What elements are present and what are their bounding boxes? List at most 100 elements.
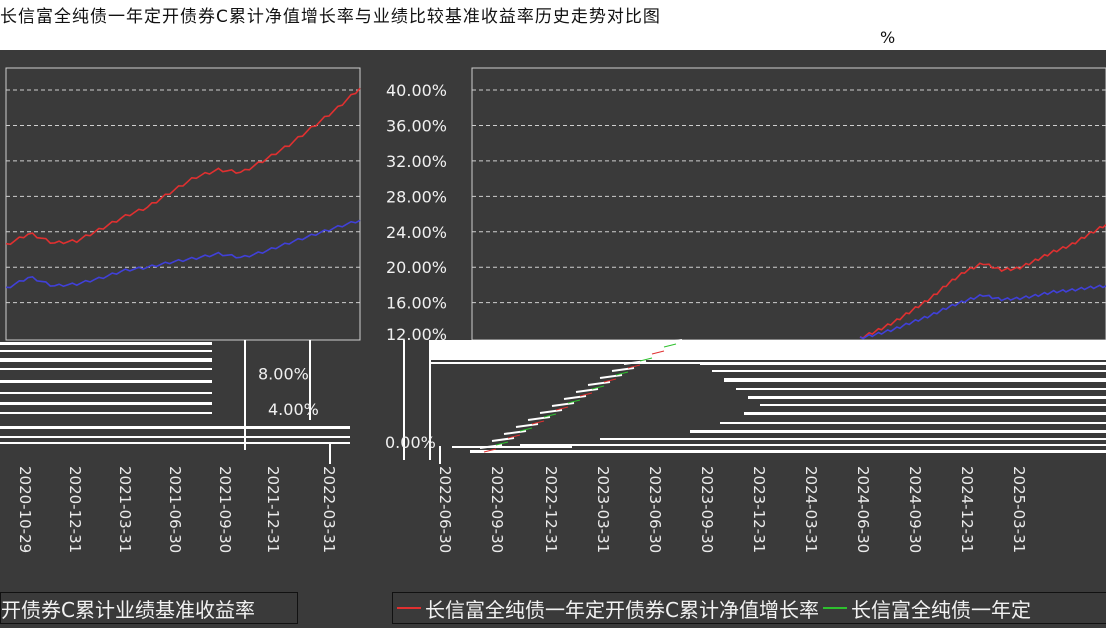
x-tick-label: 2024-12-31 bbox=[958, 466, 976, 553]
series-line-blue-left bbox=[5, 219, 361, 289]
glitch-fragment bbox=[503, 430, 527, 435]
glitch-streak bbox=[744, 412, 1106, 415]
glitch-fragment bbox=[627, 364, 641, 369]
glitch-streak bbox=[700, 362, 1106, 365]
glitch-fragment bbox=[531, 420, 545, 425]
x-tick-label: 2022-12-31 bbox=[542, 466, 560, 553]
x-tick-label: 2020-10-29 bbox=[16, 466, 34, 553]
glitch-fragment bbox=[507, 434, 521, 439]
glitch-fragment bbox=[615, 371, 629, 376]
glitch-streak bbox=[0, 392, 212, 394]
y-tick-label: 36.00% bbox=[386, 116, 447, 135]
glitch-streak bbox=[748, 396, 1106, 399]
x-tick-label: 2021-09-30 bbox=[216, 466, 234, 553]
left-plot-area bbox=[5, 67, 361, 341]
x-tick-label: 2021-12-31 bbox=[264, 466, 282, 553]
chart-panel: 40.00% 36.00% 32.00% 28.00% 24.00% 20.00% 16.0… bbox=[0, 50, 1106, 628]
x-axis-ticks: 2020-10-29 2020-12-31 2021-03-31 2021-06-30… bbox=[16, 466, 1028, 553]
legend-left-label: 开债券C累计业绩基准收益率 bbox=[1, 597, 255, 622]
glitch-streak bbox=[736, 388, 1106, 390]
glitch-fragment bbox=[651, 350, 665, 355]
x-tick-label: 2024-09-30 bbox=[906, 466, 924, 553]
x-tick-label: 2023-09-30 bbox=[698, 466, 716, 553]
glitch-fragment bbox=[483, 448, 497, 453]
x-tick-label: 2023-03-31 bbox=[594, 466, 612, 553]
legend-right: 长信富全纯债一年定开债券C累计净值增长率 长信富全纯债一年定 bbox=[392, 592, 1106, 624]
x-tick-label: 2021-03-31 bbox=[116, 466, 134, 553]
glitch-fragment bbox=[567, 399, 581, 404]
glitch-streak bbox=[0, 350, 212, 352]
y-tick-label: 0.00% bbox=[385, 433, 436, 452]
x-tick-label: 2024-03-31 bbox=[802, 466, 820, 553]
x-tick-label: 2021-06-30 bbox=[166, 466, 184, 553]
glitch-streak bbox=[0, 358, 212, 362]
glitch-streak bbox=[430, 362, 710, 364]
legend-swatch-red bbox=[397, 607, 421, 609]
series-line-red-right bbox=[859, 224, 1106, 340]
unit-label: % bbox=[880, 28, 896, 47]
glitch-fragment bbox=[543, 413, 557, 418]
glitch-fragment bbox=[551, 402, 575, 407]
glitch-streak bbox=[712, 370, 1106, 372]
glitch-fragment bbox=[611, 367, 635, 372]
glitch-streak bbox=[760, 404, 1106, 406]
legend-item-bench: 长信富全纯债一年定 bbox=[850, 597, 1031, 622]
chart-title: 长信富全纯债一年定开债券C累计净值增长率与业绩比较基准收益率历史走势对比图 bbox=[0, 7, 661, 27]
glitch-streak bbox=[0, 368, 212, 370]
glitch-streak bbox=[0, 402, 212, 405]
series-line-blue-right bbox=[859, 284, 1106, 340]
glitch-streak bbox=[0, 442, 350, 444]
glitch-fragment bbox=[539, 409, 563, 414]
y-tick-label: 32.00% bbox=[386, 152, 447, 171]
glitch-streak bbox=[600, 438, 1106, 440]
glitch-fragment bbox=[635, 353, 659, 358]
x-tick-label: 2022-06-30 bbox=[436, 466, 454, 553]
glitch-streak bbox=[520, 444, 1106, 446]
glitch-fragment bbox=[639, 357, 653, 362]
glitch-streak bbox=[0, 426, 350, 429]
glitch-fragment bbox=[575, 388, 599, 393]
left-plot-frame bbox=[5, 67, 361, 341]
glitch-fragment bbox=[479, 444, 503, 449]
y-tick-label: 40.00% bbox=[386, 81, 447, 100]
glitch-fragment bbox=[587, 381, 611, 386]
glitch-streak bbox=[0, 436, 350, 438]
y-tick-label: 12.00% bbox=[386, 325, 447, 344]
glitch-streak bbox=[0, 412, 212, 414]
glitch-streak bbox=[452, 446, 572, 448]
glitch-fragment bbox=[491, 437, 515, 442]
glitch-fragment bbox=[579, 392, 593, 397]
glitch-band bbox=[0, 339, 1106, 464]
glitch-streak bbox=[720, 422, 1106, 424]
glitch-fragment bbox=[563, 395, 587, 400]
glitch-fragment bbox=[603, 378, 617, 383]
glitch-streak bbox=[0, 342, 212, 345]
glitch-fragment bbox=[527, 416, 551, 421]
x-tick-label: 2023-12-31 bbox=[750, 466, 768, 553]
glitch-fragment bbox=[495, 441, 509, 446]
y-tick-label: 4.00% bbox=[268, 400, 319, 419]
right-plot-area bbox=[471, 67, 1106, 341]
glitch-fragment bbox=[659, 339, 683, 344]
x-tick-label: 2022-09-30 bbox=[488, 466, 506, 553]
glitch-streak bbox=[724, 378, 1106, 382]
glitch-fragment bbox=[599, 374, 623, 379]
y-tick-label: 28.00% bbox=[386, 187, 447, 206]
x-tick-label: 2023-06-30 bbox=[646, 466, 664, 553]
y-tick-label: 24.00% bbox=[386, 223, 447, 242]
glitch-streak bbox=[690, 430, 1106, 433]
y-tick-label: 8.00% bbox=[258, 365, 309, 384]
x-tick-label: 2020-12-31 bbox=[66, 466, 84, 553]
chart-svg: 40.00% 36.00% 32.00% 28.00% 24.00% 20.00% 16.0… bbox=[0, 67, 1106, 553]
legend-left: 开债券C累计业绩基准收益率 bbox=[0, 592, 298, 624]
glitch-streak bbox=[0, 380, 212, 383]
legend-item-nav: 长信富全纯债一年定开债券C累计净值增长率 bbox=[425, 597, 819, 622]
series-line-red-left bbox=[5, 87, 361, 246]
glitch-fragment bbox=[663, 343, 677, 348]
x-tick-label: 2025-03-31 bbox=[1010, 466, 1028, 553]
y-tick-label: 16.00% bbox=[386, 294, 447, 313]
x-tick-label: 2022-03-31 bbox=[320, 466, 338, 553]
x-tick-label: 2024-06-30 bbox=[854, 466, 872, 553]
glitch-streak bbox=[470, 450, 1106, 453]
glitch-fragment bbox=[555, 406, 569, 411]
